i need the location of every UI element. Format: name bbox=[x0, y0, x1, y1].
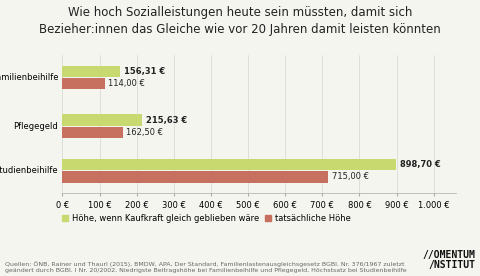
Bar bbox=[62, 115, 143, 126]
Text: Wie hoch Sozialleistungen heute sein müssten, damit sich
Bezieher:innen das Glei: Wie hoch Sozialleistungen heute sein müs… bbox=[39, 6, 441, 36]
Text: 898,70 €: 898,70 € bbox=[400, 160, 441, 169]
Text: 715,00 €: 715,00 € bbox=[332, 172, 369, 181]
Bar bbox=[62, 78, 105, 89]
Text: //OMENTUM
/NSTITUT: //OMENTUM /NSTITUT bbox=[422, 250, 475, 270]
Bar bbox=[62, 171, 328, 183]
Text: 215,63 €: 215,63 € bbox=[146, 116, 187, 125]
Text: 156,31 €: 156,31 € bbox=[124, 67, 166, 76]
Legend: Höhe, wenn Kaufkraft gleich geblieben wäre, tatsächliche Höhe: Höhe, wenn Kaufkraft gleich geblieben wä… bbox=[59, 211, 354, 226]
Text: Quellen: ÖNB, Rainer und Thaurl (2015), BMDW, APA, Der Standard, Familienlastena: Quellen: ÖNB, Rainer und Thaurl (2015), … bbox=[5, 262, 407, 273]
Text: 162,50 €: 162,50 € bbox=[126, 128, 164, 137]
Bar bbox=[62, 66, 120, 77]
Bar bbox=[62, 127, 123, 138]
Text: 114,00 €: 114,00 € bbox=[108, 79, 145, 88]
Bar bbox=[62, 159, 396, 171]
